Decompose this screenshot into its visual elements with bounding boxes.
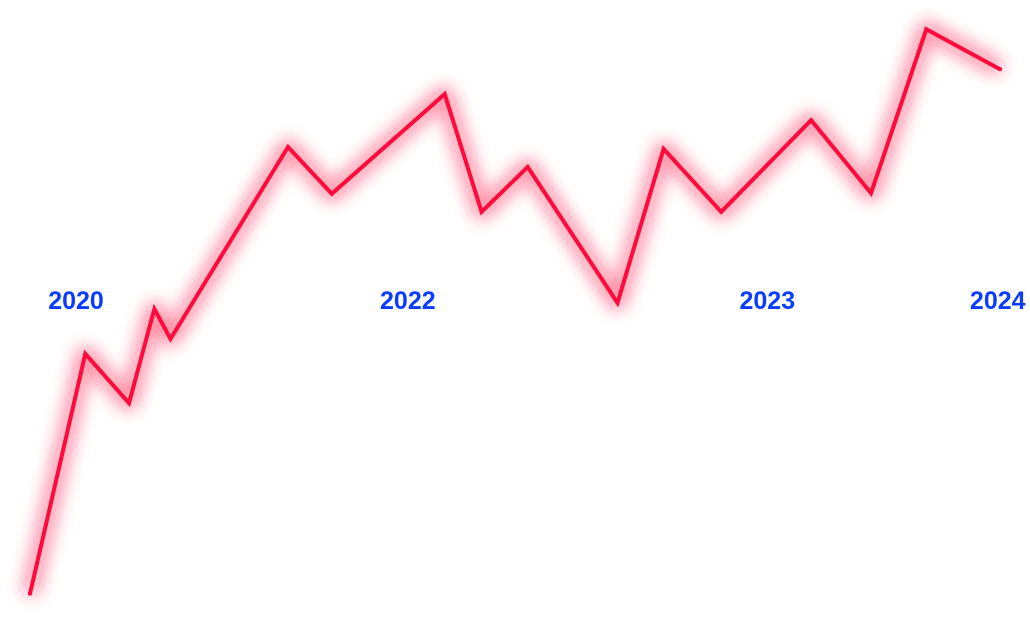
data-point xyxy=(127,401,132,406)
data-point xyxy=(615,300,620,305)
data-point xyxy=(442,92,447,97)
x-tick-label: 2024 xyxy=(970,287,1026,315)
data-point xyxy=(329,191,334,196)
data-point xyxy=(924,27,929,32)
x-tick-label: 2020 xyxy=(48,287,104,315)
data-point xyxy=(719,209,724,214)
data-point xyxy=(27,591,32,596)
data-point xyxy=(83,351,88,356)
data-point xyxy=(525,164,530,169)
series-line xyxy=(28,26,1001,595)
data-point xyxy=(661,146,666,151)
series-line-glow xyxy=(23,22,1004,596)
x-tick-label: 2023 xyxy=(740,287,796,315)
data-point xyxy=(286,145,291,150)
x-tick-label: 2022 xyxy=(380,287,436,315)
data-point xyxy=(869,191,874,196)
data-point xyxy=(152,307,157,312)
data-point xyxy=(479,209,484,214)
data-point xyxy=(809,118,814,123)
data-point xyxy=(998,67,1003,72)
data-point xyxy=(168,336,173,341)
